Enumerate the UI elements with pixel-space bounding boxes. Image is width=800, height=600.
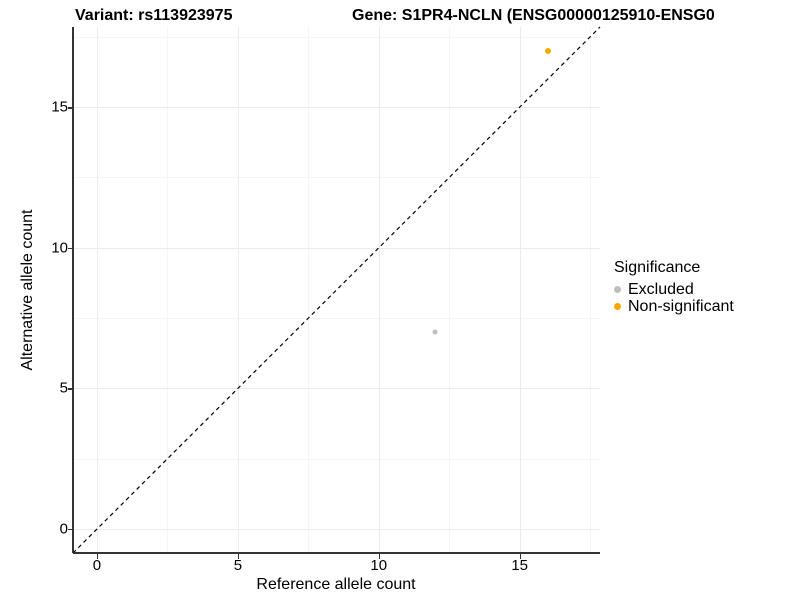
data-point-excluded — [432, 329, 438, 335]
y-tick-mark — [68, 247, 73, 250]
x-tick-mark — [378, 554, 381, 559]
minor-gridline-vertical — [590, 27, 592, 553]
major-gridline-vertical — [378, 27, 380, 553]
minor-gridline-vertical — [449, 27, 451, 553]
identity-line — [72, 26, 601, 554]
legend-dot-non-significant — [614, 303, 621, 310]
x-tick-mark — [519, 554, 522, 559]
major-gridline-vertical — [237, 27, 239, 553]
y-axis-line — [72, 27, 74, 553]
x-tick-label: 10 — [370, 557, 388, 574]
variant-title: Variant: rs113923975 — [75, 7, 233, 24]
y-axis-title: Alternative allele count — [19, 209, 36, 371]
major-gridline-horizontal — [73, 388, 600, 390]
legend-item-non-significant: Non-significant — [614, 298, 734, 315]
minor-gridline-vertical — [308, 27, 310, 553]
major-gridline-horizontal — [73, 247, 600, 249]
y-tick-label: 10 — [51, 239, 68, 257]
x-tick-label: 0 — [92, 557, 102, 574]
y-tick-label: 15 — [51, 98, 68, 116]
x-axis-line — [73, 552, 600, 554]
x-tick-label: 5 — [233, 557, 243, 574]
major-gridline-vertical — [96, 27, 98, 553]
x-axis-title: Reference allele count — [256, 576, 416, 593]
x-tick-label: 15 — [511, 557, 529, 574]
gene-title: Gene: S1PR4-NCLN (ENSG00000125910-ENSG0 — [352, 7, 715, 24]
y-tick-label: 0 — [59, 520, 68, 538]
major-gridline-vertical — [519, 27, 521, 553]
major-gridline-horizontal — [73, 107, 600, 109]
data-point-non-significant — [544, 47, 551, 54]
legend-title: Significance — [614, 259, 701, 276]
y-tick-mark — [68, 388, 73, 390]
legend-dot-excluded — [614, 286, 621, 293]
legend: Significance Excluded Non-significant — [614, 257, 734, 315]
legend-item-excluded: Excluded — [614, 281, 734, 298]
legend-label-non-significant: Non-significant — [628, 298, 734, 315]
minor-gridline-horizontal — [73, 177, 600, 179]
x-tick-mark — [96, 554, 99, 559]
y-tick-mark — [68, 529, 73, 531]
legend-label-excluded: Excluded — [628, 281, 694, 298]
plot-panel — [72, 26, 601, 554]
major-gridline-horizontal — [73, 529, 600, 531]
minor-gridline-horizontal — [73, 36, 600, 38]
identity-line-layer — [72, 26, 601, 554]
minor-gridline-vertical — [167, 27, 169, 553]
minor-gridline-horizontal — [73, 318, 600, 320]
x-tick-mark — [237, 554, 240, 559]
y-tick-mark — [68, 107, 73, 109]
minor-gridline-horizontal — [73, 458, 600, 460]
y-tick-label: 5 — [59, 379, 68, 397]
